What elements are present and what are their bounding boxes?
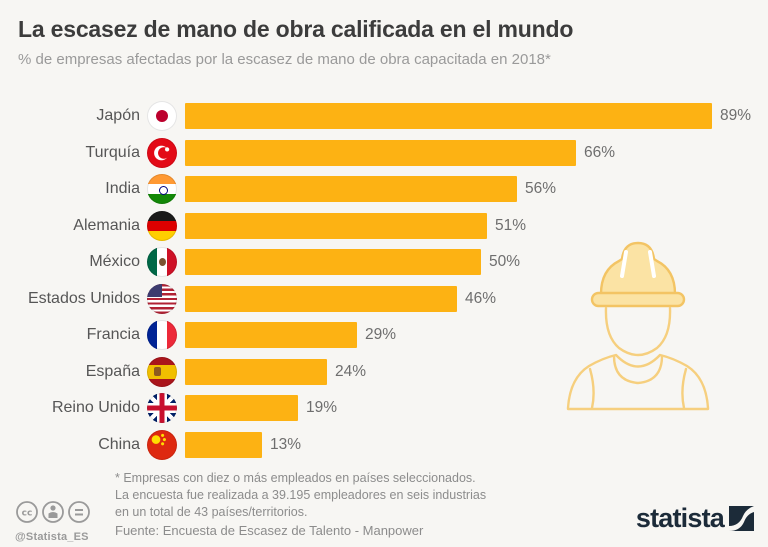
country-label: México xyxy=(89,253,140,270)
chart-header: La escasez de mano de obra calificada en… xyxy=(18,16,748,68)
statista-logo-mark xyxy=(729,506,754,531)
flag-es-icon xyxy=(147,356,177,387)
bar-segment xyxy=(185,431,262,458)
country-label: Reino Unido xyxy=(51,399,140,416)
construction-worker-icon xyxy=(566,241,710,411)
bar-segment xyxy=(185,322,357,348)
country-label: Francia xyxy=(86,326,140,343)
cc-by-icon xyxy=(42,501,64,523)
bar-value-label: 56% xyxy=(525,180,557,197)
bar-row: India 56% xyxy=(18,174,758,204)
bar-rows: Japón 89% Turquía 66% India 56% Alemania… xyxy=(18,101,758,460)
bar-row: Reino Unido 19% xyxy=(18,393,758,423)
statista-handle: @Statista_ES xyxy=(15,531,89,543)
country-label: Alemania xyxy=(73,216,140,234)
bar-chart: Japón 89% Turquía 66% India 56% Alemania… xyxy=(18,101,758,468)
footnote-line: en un total de 43 países/territorios. xyxy=(115,505,308,519)
statista-logo: statista xyxy=(636,503,754,534)
statista-logo-text: statista xyxy=(635,503,725,533)
flag-gb-icon xyxy=(147,393,177,423)
bar-row: Francia 29% xyxy=(18,320,758,350)
bar-value-label: 50% xyxy=(489,253,521,270)
country-label: España xyxy=(85,362,140,380)
country-label: Turquía xyxy=(85,143,140,161)
country-label: India xyxy=(105,180,140,197)
bar-row: España 24% xyxy=(18,356,758,387)
flag-fr-icon xyxy=(147,320,177,350)
bar-segment xyxy=(185,139,576,166)
bar-segment xyxy=(185,176,517,202)
bar-value-label: 13% xyxy=(270,435,302,453)
license-block: cc @Statista_ES xyxy=(15,500,110,543)
footnote: * Empresas con diez o más empleados en p… xyxy=(115,470,486,521)
bar-segment xyxy=(185,395,298,421)
cc-icon xyxy=(16,501,38,523)
page-subtitle: % de empresas afectadas por la escasez d… xyxy=(18,51,551,68)
country-label: Japón xyxy=(96,107,140,124)
bar-value-label: 19% xyxy=(306,399,338,416)
svg-text:cc: cc xyxy=(22,509,33,519)
page-title: La escasez de mano de obra calificada en… xyxy=(18,16,574,42)
flag-us-icon xyxy=(147,283,177,314)
cc-nd-icon xyxy=(68,501,90,523)
bar-segment xyxy=(185,285,457,312)
bar-value-label: 66% xyxy=(584,143,616,161)
bar-value-label: 51% xyxy=(495,216,527,234)
flag-mx-icon xyxy=(147,247,177,277)
country-label: China xyxy=(98,435,140,453)
bar-row: Turquía 66% xyxy=(18,137,758,168)
bar-value-label: 89% xyxy=(720,107,752,124)
bar-value-label: 29% xyxy=(365,326,397,343)
bar-row: Alemania 51% xyxy=(18,210,758,241)
flag-tr-icon xyxy=(147,137,177,168)
bar-row: China 13% xyxy=(18,429,758,460)
bar-segment xyxy=(185,212,487,239)
flag-cn-icon xyxy=(147,429,177,460)
flag-in-icon xyxy=(147,174,177,204)
flag-jp-icon xyxy=(147,101,177,131)
bar-row: México 50% xyxy=(18,247,758,277)
bar-row: Japón 89% xyxy=(18,101,758,131)
source-line: Fuente: Encuesta de Escasez de Talento -… xyxy=(115,523,424,538)
bar-row: Estados Unidos 46% xyxy=(18,283,758,314)
footnote-line: * Empresas con diez o más empleados en p… xyxy=(115,471,476,485)
country-label: Estados Unidos xyxy=(27,289,140,307)
bar-value-label: 24% xyxy=(335,362,367,380)
bar-segment xyxy=(185,103,712,129)
flag-de-icon xyxy=(147,210,177,241)
creative-commons-icons: cc xyxy=(16,501,90,523)
footnote-line: La encuesta fue realizada a 39.195 emple… xyxy=(115,488,487,502)
bar-segment xyxy=(185,249,481,275)
bar-value-label: 46% xyxy=(465,289,497,307)
bar-segment xyxy=(185,358,327,385)
